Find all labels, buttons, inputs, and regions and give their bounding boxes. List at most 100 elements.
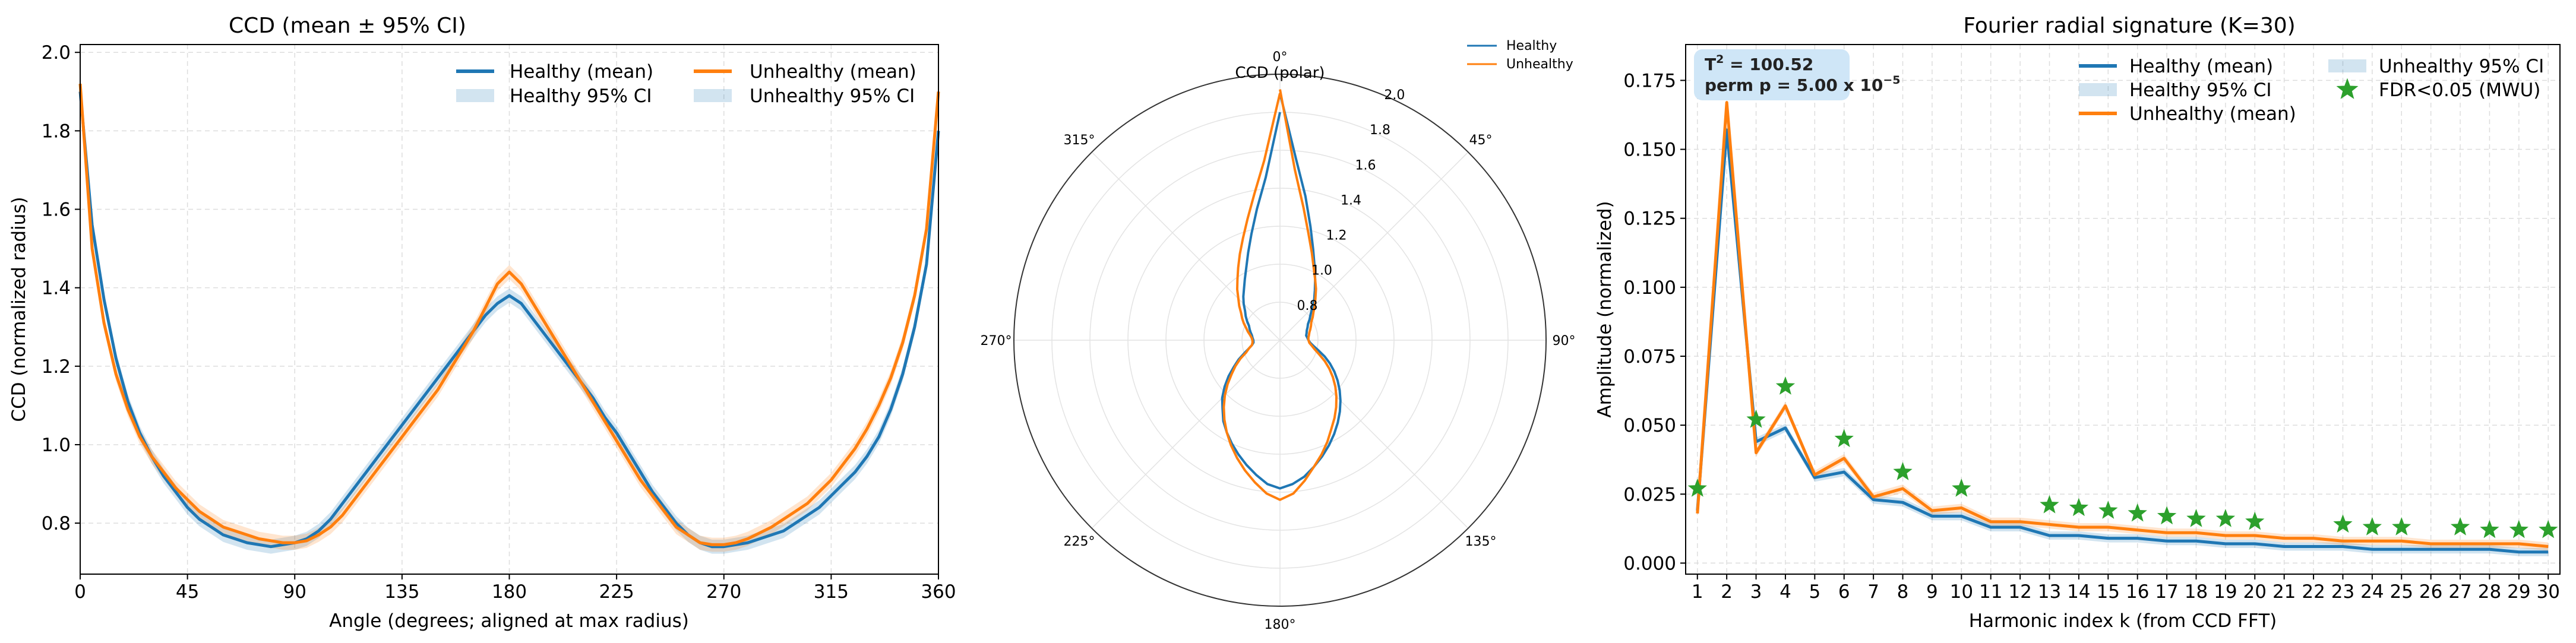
ccd-polar-panel: 0° 45° 90° 135° 180° 225° 270° 315° 0.8 1.0 1.2 1.… xyxy=(981,39,1576,632)
fourier-x-axis-label: Harmonic index k (from CCD FFT) xyxy=(1969,610,2277,632)
fourier-x-tick-label: 22 xyxy=(2302,581,2325,603)
ccd-y-tick-label: 2.0 xyxy=(42,42,71,64)
ccd-legend: Healthy (mean) Healthy 95% CI Unhealthy … xyxy=(456,61,916,107)
fourier-healthy-mean-line xyxy=(1696,128,2549,554)
polar-theta-label: 90° xyxy=(1553,334,1576,349)
ccd-legend-unhealthy-mean: Unhealthy (mean) xyxy=(750,61,916,83)
polar-theta-gridline xyxy=(1091,340,1281,529)
fourier-legend-unhealthy-ci: Unhealthy 95% CI xyxy=(2379,56,2544,77)
ccd-x-tick-label: 270 xyxy=(706,581,741,603)
fourier-x-ticks: 1 2 3 4 5 6 7 8 9 10 11 12 13 14 15 16 17 18 19 20 21 22 23 24 2… xyxy=(1692,574,2560,603)
annotation-box xyxy=(1694,49,1850,100)
fourier-legend: Healthy (mean) Healthy 95% CI Unhealthy … xyxy=(2079,56,2544,125)
fourier-x-tick-label: 20 xyxy=(2243,581,2267,603)
fourier-x-tick-label: 1 xyxy=(1692,581,1703,603)
ccd-y-ticks: 0.8 1.0 1.2 1.4 1.6 1.8 2.0 xyxy=(42,42,80,534)
fourier-stats-annotation: T2 = 100.52 perm p = 5.00 x 10−5 xyxy=(1694,49,1901,100)
fourier-y-tick-label: 0.050 xyxy=(1623,415,1676,436)
polar-r-label: 0.8 xyxy=(1297,299,1318,313)
polar-theta-label: 315° xyxy=(1064,133,1095,148)
ccd-healthy-mean-line xyxy=(78,91,940,549)
ccd-line-panel: CCD (mean ± 95% CI) 0 45 90 135 180 225 270 315… xyxy=(8,14,956,632)
fdr-star-marker xyxy=(1952,479,1971,497)
fdr-star-marker xyxy=(2333,514,2353,533)
annotation-t2: T2 = 100.52 xyxy=(1705,53,1813,74)
polar-theta-label: 180° xyxy=(1265,617,1296,632)
fdr-star-marker xyxy=(2392,517,2411,536)
ccd-y-tick-label: 1.0 xyxy=(42,435,71,456)
fourier-x-tick-label: 15 xyxy=(2097,581,2120,603)
fourier-x-tick-label: 26 xyxy=(2419,581,2442,603)
fdr-star-marker xyxy=(2539,520,2558,539)
fourier-legend-healthy-mean: Healthy (mean) xyxy=(2129,56,2273,77)
fdr-star-marker xyxy=(2480,520,2499,539)
fourier-legend-unhealthy-mean: Unhealthy (mean) xyxy=(2129,103,2296,125)
fourier-y-axis-label: Amplitude (normalized) xyxy=(1594,201,1616,417)
fourier-x-tick-label: 3 xyxy=(1750,581,1762,603)
fourier-x-tick-label: 6 xyxy=(1838,581,1850,603)
fourier-x-tick-label: 16 xyxy=(2126,581,2149,603)
polar-r-label: 1.6 xyxy=(1355,158,1376,173)
fdr-star-marker xyxy=(2215,509,2236,527)
ccd-y-tick-label: 1.4 xyxy=(42,278,71,299)
fourier-x-tick-label: 2 xyxy=(1721,581,1733,603)
fourier-panel-title: Fourier radial signature (K=30) xyxy=(1963,14,2295,38)
fdr-star-marker xyxy=(1834,429,1854,448)
polar-theta-label: 45° xyxy=(1469,133,1493,148)
fdr-star-marker xyxy=(2509,520,2528,539)
fourier-x-tick-label: 21 xyxy=(2272,581,2296,603)
ccd-legend-unhealthy-ci: Unhealthy 95% CI xyxy=(750,85,915,107)
fourier-unhealthy-mean-line xyxy=(1696,101,2549,548)
polar-r-label: 1.4 xyxy=(1341,194,1361,208)
fdr-star-marker xyxy=(2362,517,2382,536)
fourier-y-ticks: 0.000 0.025 0.050 0.075 0.100 0.125 0.150 0.175 xyxy=(1623,70,1686,574)
fourier-x-tick-label: 8 xyxy=(1897,581,1909,603)
ccd-x-axis-label: Angle (degrees; aligned at max radius) xyxy=(329,610,689,632)
fourier-legend-fdr-star xyxy=(2336,78,2359,99)
fourier-y-tick-label: 0.150 xyxy=(1623,140,1676,161)
fdr-star-marker xyxy=(2450,517,2470,536)
fourier-x-tick-label: 28 xyxy=(2478,581,2501,603)
fdr-star-marker xyxy=(1775,376,1796,395)
fourier-x-tick-label: 4 xyxy=(1780,581,1791,603)
fourier-x-tick-label: 27 xyxy=(2448,581,2471,603)
ccd-x-tick-label: 225 xyxy=(599,581,634,603)
fdr-star-marker xyxy=(1687,479,1707,497)
fourier-y-tick-label: 0.000 xyxy=(1623,553,1676,574)
ccd-x-tick-label: 90 xyxy=(283,581,306,603)
polar-theta-labels: 0° 45° 90° 135° 180° 225° 270° 315° xyxy=(981,50,1576,632)
polar-theta-label: 270° xyxy=(981,334,1012,349)
ccd-y-tick-label: 1.6 xyxy=(42,199,71,221)
polar-theta-gridline xyxy=(1279,340,1469,529)
fourier-x-tick-label: 13 xyxy=(2038,581,2061,603)
fdr-star-marker xyxy=(2245,511,2265,530)
fourier-x-tick-label: 14 xyxy=(2067,581,2090,603)
polar-r-label: 2.0 xyxy=(1384,88,1405,103)
fourier-legend-fdr: FDR<0.05 (MWU) xyxy=(2379,80,2540,101)
fourier-fdr-markers xyxy=(1687,376,2558,539)
ccd-y-tick-label: 1.2 xyxy=(42,356,71,378)
fourier-x-tick-label: 25 xyxy=(2390,581,2413,603)
fourier-legend-healthy-ci-swatch xyxy=(2079,83,2117,96)
polar-lines xyxy=(1221,89,1342,501)
fdr-star-marker xyxy=(2069,498,2089,517)
ccd-x-ticks: 0 45 90 135 180 225 270 315 360 xyxy=(74,574,956,603)
fourier-y-tick-label: 0.175 xyxy=(1623,70,1676,91)
fourier-mean-lines xyxy=(1696,101,2549,554)
fourier-plot-frame xyxy=(1685,44,2561,575)
ccd-x-tick-label: 0 xyxy=(74,581,86,603)
polar-theta-label: 135° xyxy=(1465,534,1497,549)
polar-grid xyxy=(1014,74,1546,606)
fdr-star-marker xyxy=(1893,462,1913,480)
fourier-x-tick-label: 9 xyxy=(1926,581,1938,603)
ccd-x-tick-label: 135 xyxy=(384,581,419,603)
ccd-x-tick-label: 315 xyxy=(814,581,849,603)
fourier-x-tick-label: 19 xyxy=(2214,581,2237,603)
ccd-legend-healthy-ci-swatch xyxy=(456,89,494,102)
polar-title: CCD (polar) xyxy=(1235,64,1325,82)
ccd-panel-title: CCD (mean ± 95% CI) xyxy=(229,14,466,38)
fdr-star-marker xyxy=(2186,509,2206,527)
ccd-y-axis-label: CCD (normalized radius) xyxy=(8,197,30,422)
